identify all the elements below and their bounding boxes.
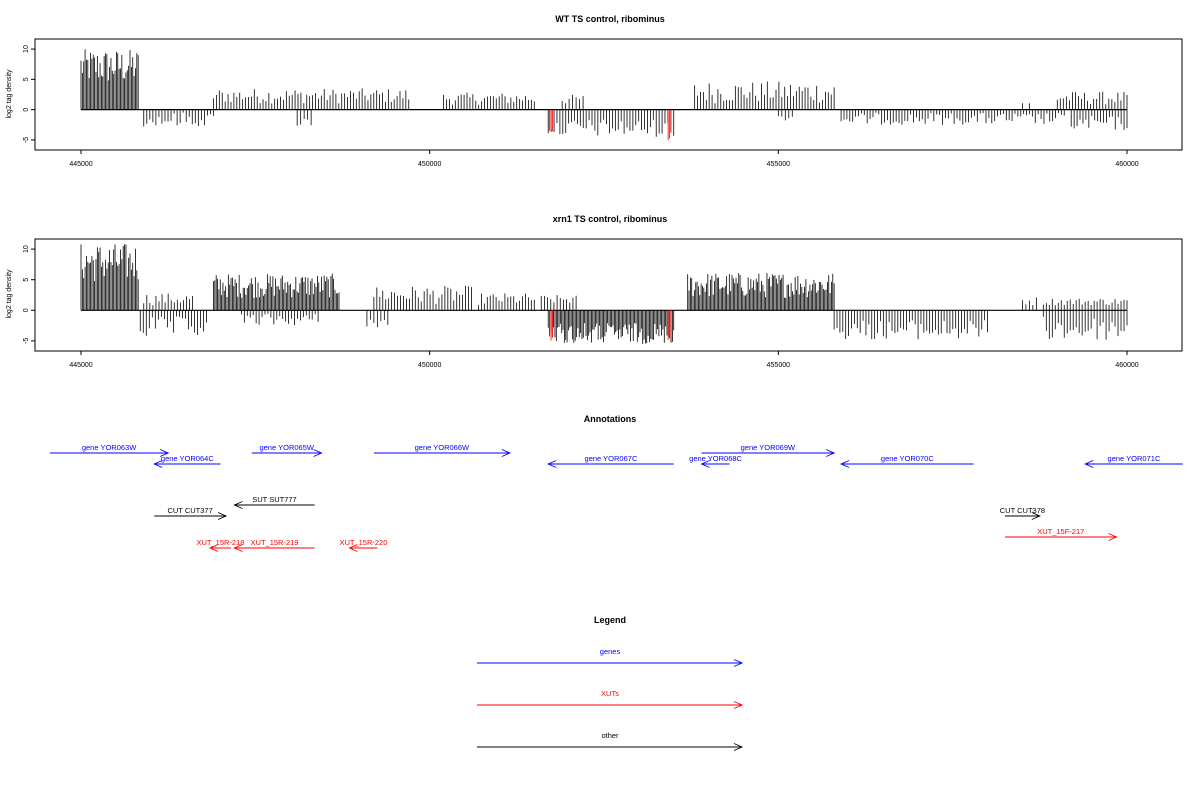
track-xrn1-title: xrn1 TS control, ribominus	[553, 214, 668, 224]
annotation-feature: XUT_15F-217	[1004, 527, 1118, 541]
annotation-feature: XUT_15R-219	[233, 538, 315, 552]
feature-label: gene YOR065W	[259, 443, 314, 452]
plot-frame	[34, 38, 1183, 151]
legend-entry: other	[477, 731, 744, 751]
legend-entry: genes	[477, 647, 744, 667]
track-wt-panel: WT TS control, ribominus log2 tag densit…	[6, 14, 1183, 168]
annotation-feature: CUT CUT378	[1000, 506, 1045, 520]
track-wt-plot: -5 0 5 10 445000 450000 455000 460000	[23, 38, 1183, 168]
series-minus	[143, 109, 1128, 137]
series-minus	[139, 310, 1128, 344]
feature-arrow-head	[825, 449, 836, 457]
annotation-features: gene YOR063W gene YOR064C gene YOR065W gene…	[50, 443, 1183, 552]
x-tick-label: 455000	[767, 362, 790, 369]
legend-arrow-head	[733, 659, 744, 667]
legend-title: Legend	[594, 615, 626, 625]
legend-arrow-head	[733, 701, 744, 709]
feature-arrow-head	[501, 449, 511, 457]
x-tick-label: 455000	[767, 161, 790, 168]
feature-label: XUT_15R-220	[339, 538, 387, 547]
legend-label: XUTs	[601, 689, 619, 698]
feature-label: gene YOR066W	[415, 443, 470, 452]
feature-arrow-head	[233, 501, 243, 509]
annotation-feature: gene YOR071C	[1084, 454, 1183, 468]
y-tick-label: 5	[23, 77, 30, 81]
feature-label: SUT SUT777	[252, 495, 296, 504]
series-minus-highlight	[549, 310, 672, 341]
annotation-feature: XUT_15R-220	[339, 538, 387, 552]
feature-label: gene YOR067C	[585, 454, 638, 463]
x-tick-label: 445000	[69, 362, 92, 369]
feature-label: XUT_15R-218	[196, 538, 244, 547]
annotation-feature: gene YOR063W	[50, 443, 170, 457]
series-plus	[80, 244, 1128, 311]
plot-frame	[34, 238, 1183, 352]
track-wt-ylabel: log2 tag density	[6, 69, 13, 119]
feature-label: gene YOR070C	[881, 454, 934, 463]
feature-label: gene YOR068C	[689, 454, 742, 463]
annotation-feature: XUT_15R-218	[196, 538, 244, 552]
annotation-feature: CUT CUT377	[154, 506, 228, 520]
legend-arrow-head	[733, 743, 744, 751]
annotation-feature: gene YOR064C	[153, 454, 221, 468]
feature-arrow-head	[153, 460, 163, 468]
series-plus	[80, 49, 1128, 110]
y-tick-label: 10	[23, 245, 30, 253]
feature-label: gene YOR064C	[161, 454, 214, 463]
annotation-feature: gene YOR067C	[547, 454, 674, 468]
x-tick-label: 445000	[69, 161, 92, 168]
series-minus-highlight	[549, 109, 672, 141]
feature-arrow-head	[208, 544, 219, 552]
feature-arrow-head	[348, 544, 358, 552]
x-tick-label: 460000	[1115, 161, 1138, 168]
legend-label: genes	[600, 647, 621, 656]
feature-label: XUT_15F-217	[1037, 527, 1084, 536]
y-tick-label: 0	[23, 108, 30, 112]
annotation-feature: gene YOR070C	[839, 454, 974, 468]
y-tick-label: -5	[23, 338, 30, 344]
y-tick-label: 5	[23, 278, 30, 282]
annotations-title: Annotations	[584, 414, 637, 424]
feature-label: gene YOR063W	[82, 443, 137, 452]
feature-arrow-head	[217, 512, 228, 520]
feature-label: gene YOR071C	[1108, 454, 1161, 463]
y-tick-label: 10	[23, 45, 30, 53]
track-xrn1-plot: -5 0 5 10 445000 450000 455000 460000	[23, 238, 1183, 369]
track-xrn1-ylabel: log2 tag density	[6, 269, 13, 319]
annotation-feature: gene YOR068C	[689, 454, 743, 468]
feature-label: CUT CUT378	[1000, 506, 1045, 515]
annotation-feature: SUT SUT777	[233, 495, 315, 509]
legend-panel: Legend genes XUTs other	[477, 615, 744, 751]
annotation-feature: gene YOR066W	[373, 443, 511, 457]
y-tick-label: 0	[23, 308, 30, 312]
feature-arrow-head	[233, 544, 243, 552]
track-wt-title: WT TS control, ribominus	[555, 14, 665, 24]
feature-arrow-head	[159, 449, 170, 457]
feature-arrow-head	[1084, 460, 1094, 468]
feature-label: XUT_15R-219	[251, 538, 299, 547]
x-tick-label: 450000	[418, 161, 441, 168]
feature-arrow-head	[313, 449, 323, 457]
feature-arrow-head	[700, 460, 710, 468]
feature-label: CUT CUT377	[167, 506, 212, 515]
feature-arrow-head	[1031, 512, 1041, 520]
track-xrn1-panel: xrn1 TS control, ribominus log2 tag dens…	[6, 214, 1183, 369]
feature-arrow-head	[547, 460, 557, 468]
legend-entry: XUTs	[477, 689, 744, 709]
feature-arrow-head	[1108, 533, 1118, 541]
annotation-feature: gene YOR069W	[701, 443, 836, 457]
legend-label: other	[601, 731, 619, 740]
x-tick-label: 450000	[418, 362, 441, 369]
x-tick-label: 460000	[1115, 362, 1138, 369]
feature-label: gene YOR069W	[741, 443, 796, 452]
legend-entries: genes XUTs other	[477, 647, 744, 751]
y-tick-label: -5	[23, 137, 30, 143]
annotation-feature: gene YOR065W	[251, 443, 323, 457]
feature-arrow-head	[839, 460, 850, 468]
